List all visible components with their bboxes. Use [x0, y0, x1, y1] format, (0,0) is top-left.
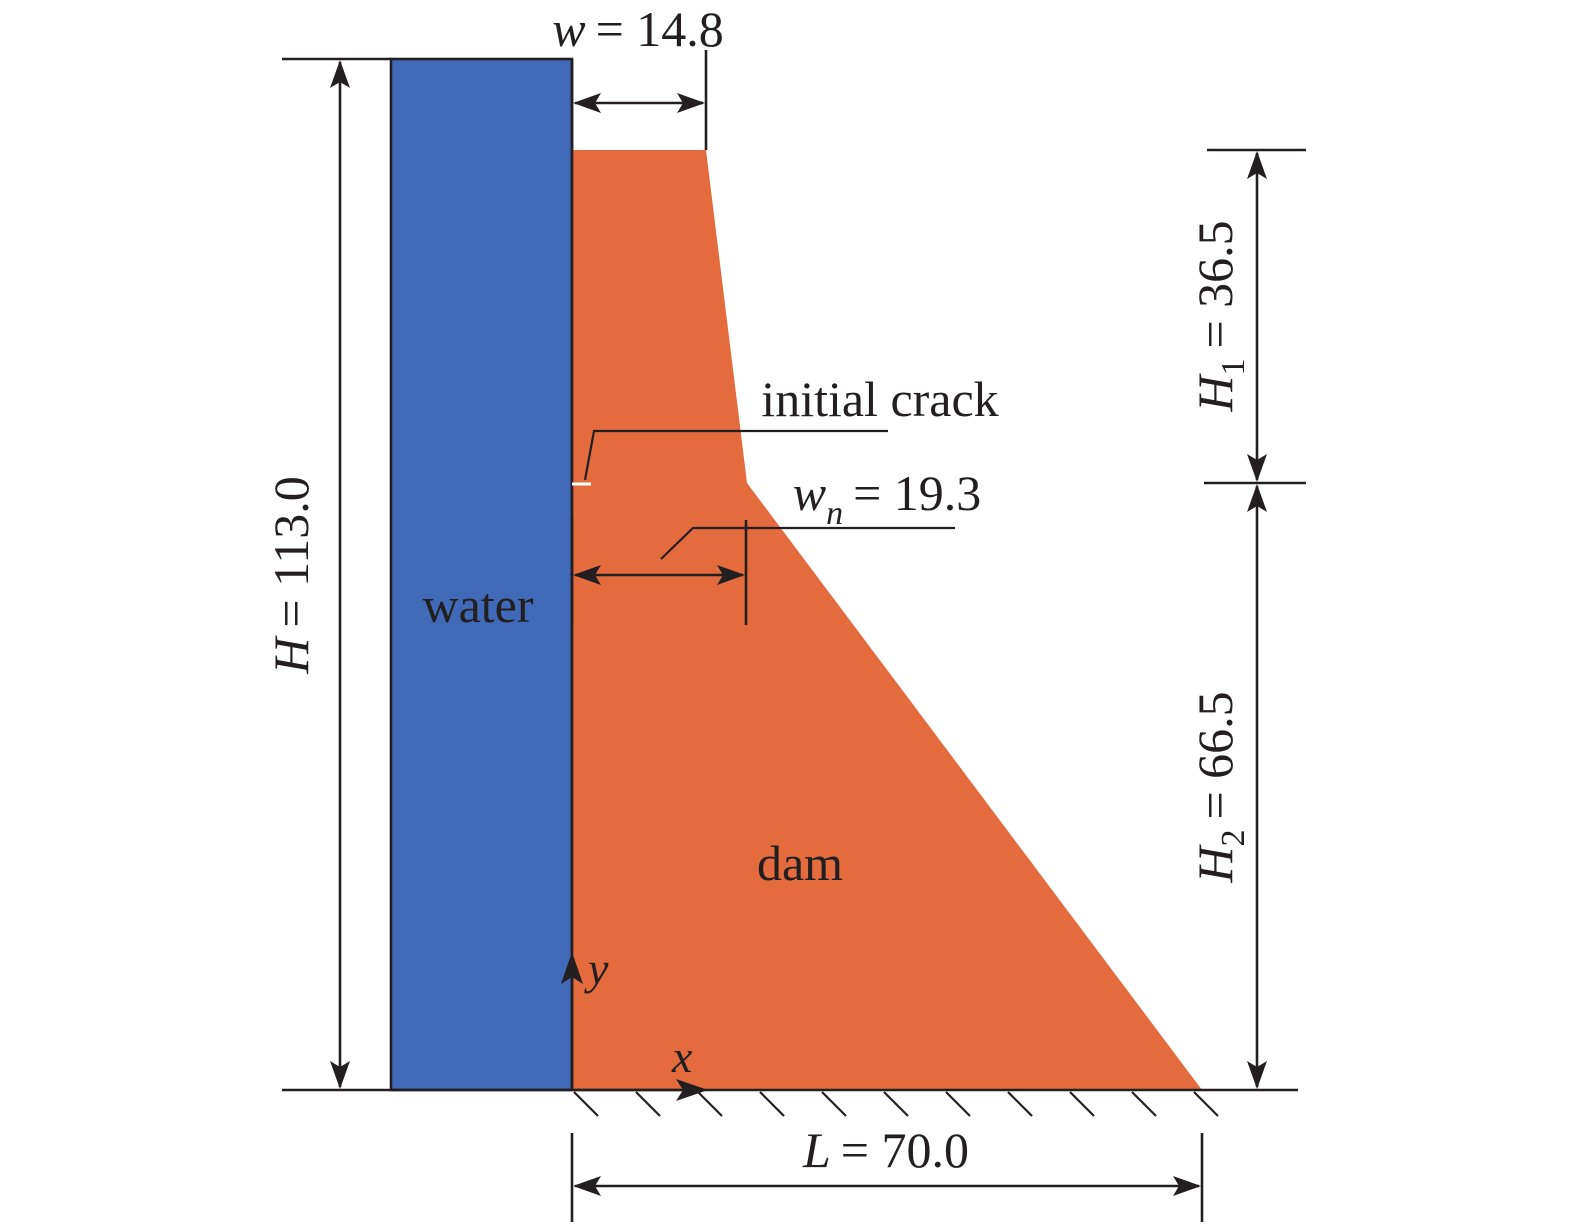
dam-region [572, 150, 1202, 1090]
dimension-H1-label: H1= 36.5 [1187, 220, 1252, 412]
y-axis-arrow-icon [561, 952, 583, 984]
dimension-wn: wn = 19.3 [570, 465, 982, 625]
dimension-H: H= 113.0 [263, 57, 391, 1089]
dimension-H1-H2: H1= 36.5 H2= 66.5 [1187, 148, 1306, 1089]
dimension-arrow-icon [1247, 151, 1267, 179]
water-label: water [422, 577, 533, 633]
initial-crack-label: initial crack [761, 371, 998, 427]
axis-x-label: x [671, 1031, 693, 1082]
x-axis-arrow-icon [676, 1079, 708, 1101]
dimension-arrow-icon [677, 93, 705, 113]
axis-y-label: y [584, 943, 609, 994]
dimension-L: L = 70.0 [570, 1122, 1204, 1222]
dimension-arrow-icon [330, 60, 350, 88]
dimension-w: w = 14.8 [552, 1, 724, 150]
dimension-arrow-icon [1173, 1176, 1201, 1196]
dimension-arrow-icon [1247, 1061, 1267, 1089]
dimension-arrow-icon [573, 565, 601, 585]
hatched-fixed-support-icon [573, 1091, 1219, 1117]
dimension-arrow-icon [330, 1061, 350, 1089]
dimension-H-label: H= 113.0 [263, 476, 319, 674]
dimension-w-label: w = 14.8 [552, 1, 724, 57]
dimension-arrow-icon [717, 565, 745, 585]
coordinate-axes: y x [561, 943, 708, 1101]
dam-label: dam [757, 835, 843, 891]
dimension-arrow-icon [1247, 484, 1267, 512]
dimension-H2-label: H2= 66.5 [1187, 691, 1252, 883]
water-region [389, 57, 574, 1092]
initial-crack-callout: initial crack [583, 371, 999, 481]
dimension-wn-label: wn = 19.3 [793, 465, 982, 532]
dimension-L-label: L = 70.0 [802, 1122, 969, 1178]
dimension-arrow-icon [1247, 454, 1267, 482]
dimension-arrow-icon [573, 1176, 601, 1196]
dimension-arrow-icon [573, 93, 601, 113]
